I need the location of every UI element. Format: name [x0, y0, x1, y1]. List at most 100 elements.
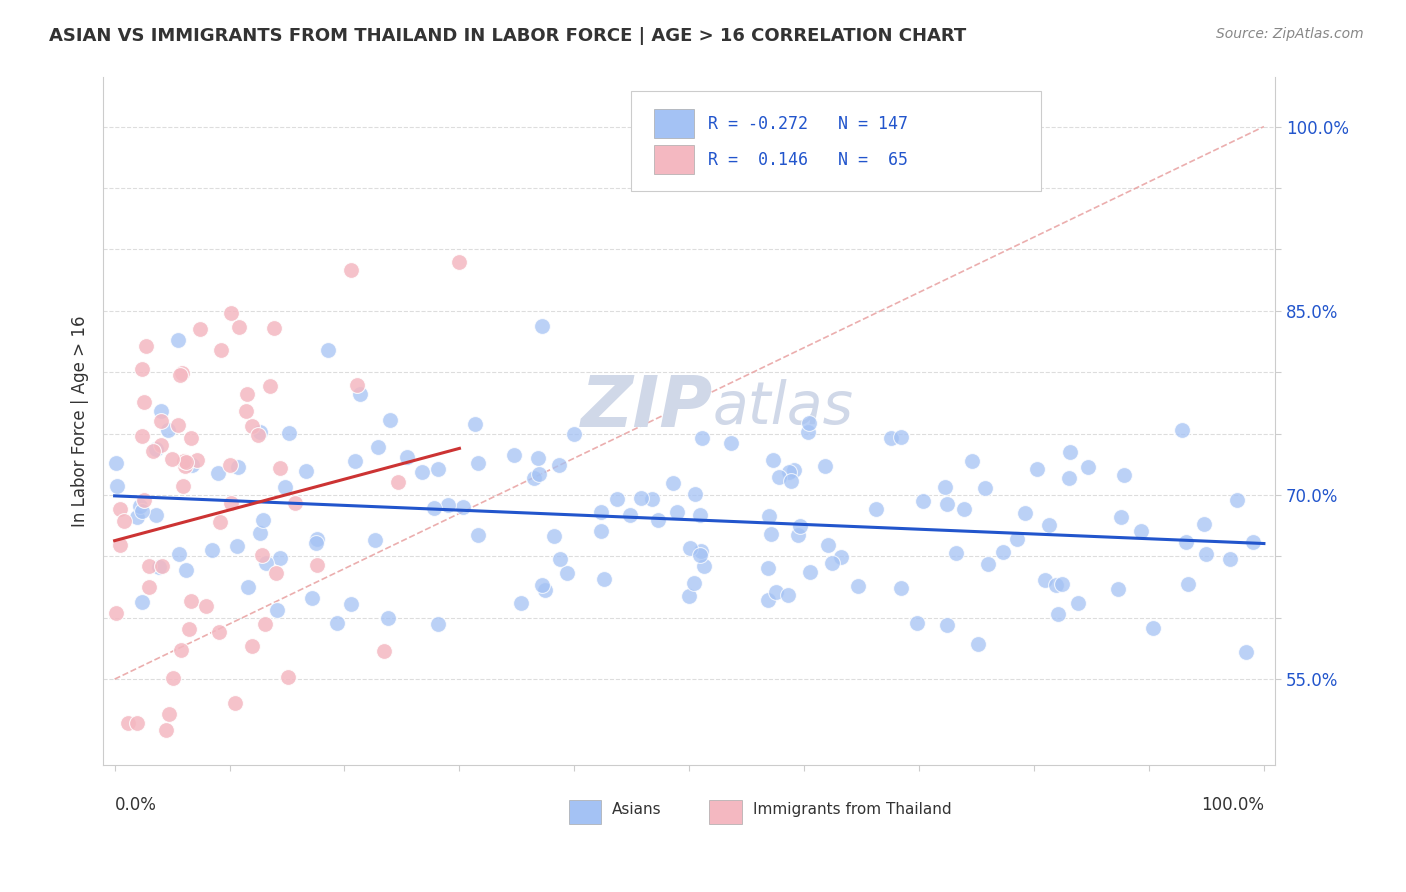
Point — [326, 616, 349, 631]
Point — [318, 343, 340, 358]
Point — [502, 448, 524, 462]
Point — [169, 548, 191, 562]
Point — [238, 831, 260, 846]
Point — [1045, 577, 1067, 591]
Point — [260, 830, 283, 845]
Point — [799, 566, 821, 580]
Point — [252, 549, 274, 563]
Text: Immigrants from Thailand: Immigrants from Thailand — [752, 802, 952, 817]
Point — [523, 471, 546, 485]
Text: Asians: Asians — [612, 802, 661, 817]
Point — [284, 496, 307, 510]
Point — [557, 566, 579, 580]
Point — [865, 501, 887, 516]
Point — [1114, 467, 1136, 482]
Point — [1057, 471, 1080, 485]
Point — [776, 587, 799, 601]
Point — [219, 306, 242, 320]
Point — [1142, 621, 1164, 635]
Point — [934, 480, 956, 494]
Point — [269, 460, 291, 475]
Point — [1005, 532, 1028, 546]
Point — [527, 467, 550, 482]
Point — [173, 459, 195, 474]
Point — [131, 429, 153, 443]
Text: atlas: atlas — [713, 379, 853, 436]
Point — [364, 533, 387, 548]
Point — [592, 573, 614, 587]
Point — [756, 593, 779, 607]
Point — [105, 479, 128, 493]
Point — [134, 395, 156, 409]
Point — [531, 578, 554, 592]
FancyBboxPatch shape — [568, 800, 602, 823]
Text: ASIAN VS IMMIGRANTS FROM THAILAND IN LABOR FORCE | AGE > 16 CORRELATION CHART: ASIAN VS IMMIGRANTS FROM THAILAND IN LAB… — [49, 27, 966, 45]
Point — [247, 427, 270, 442]
Point — [181, 458, 204, 472]
Point — [953, 502, 976, 516]
Point — [1109, 510, 1132, 524]
Point — [1038, 517, 1060, 532]
Point — [240, 639, 263, 653]
Point — [277, 670, 299, 684]
Point — [1219, 552, 1241, 566]
Point — [307, 558, 329, 572]
Point — [762, 452, 785, 467]
Point — [167, 334, 190, 348]
Point — [295, 464, 318, 478]
Point — [108, 538, 131, 552]
Point — [108, 502, 131, 516]
Point — [170, 643, 193, 657]
Point — [269, 551, 291, 566]
Point — [207, 466, 229, 480]
Point — [235, 403, 257, 417]
Point — [758, 509, 780, 524]
Point — [174, 562, 197, 576]
Point — [789, 519, 811, 533]
Point — [131, 595, 153, 609]
Point — [157, 706, 180, 721]
Point — [527, 450, 550, 465]
Point — [301, 591, 323, 606]
Point — [278, 426, 301, 441]
Point — [240, 419, 263, 434]
Point — [880, 431, 903, 445]
Point — [768, 470, 790, 484]
Point — [380, 413, 402, 427]
Point — [105, 606, 128, 620]
Point — [411, 465, 433, 479]
Point — [367, 441, 389, 455]
Point — [426, 617, 449, 632]
FancyBboxPatch shape — [654, 109, 695, 138]
Point — [201, 543, 224, 558]
Point — [783, 463, 806, 477]
Point — [150, 559, 173, 574]
Point — [1046, 607, 1069, 622]
Point — [467, 528, 489, 542]
Text: R =  0.146   N =  65: R = 0.146 N = 65 — [709, 151, 908, 169]
Point — [1171, 423, 1194, 437]
Point — [259, 378, 281, 392]
Point — [377, 610, 399, 624]
Point — [226, 540, 249, 554]
Point — [510, 596, 533, 610]
Text: 100.0%: 100.0% — [1201, 796, 1264, 814]
Point — [630, 491, 652, 506]
Point — [890, 430, 912, 444]
Point — [149, 438, 172, 452]
Point — [678, 541, 700, 555]
Point — [1192, 516, 1215, 531]
Point — [112, 515, 135, 529]
Point — [155, 723, 177, 738]
Point — [960, 454, 983, 468]
Point — [936, 497, 959, 511]
Point — [814, 458, 837, 473]
Point — [224, 696, 246, 710]
Y-axis label: In Labor Force | Age > 16: In Labor Force | Age > 16 — [72, 316, 89, 527]
Point — [449, 255, 471, 269]
Point — [142, 443, 165, 458]
Point — [543, 529, 565, 543]
Point — [249, 425, 271, 439]
Point — [589, 524, 612, 538]
Point — [157, 423, 180, 437]
